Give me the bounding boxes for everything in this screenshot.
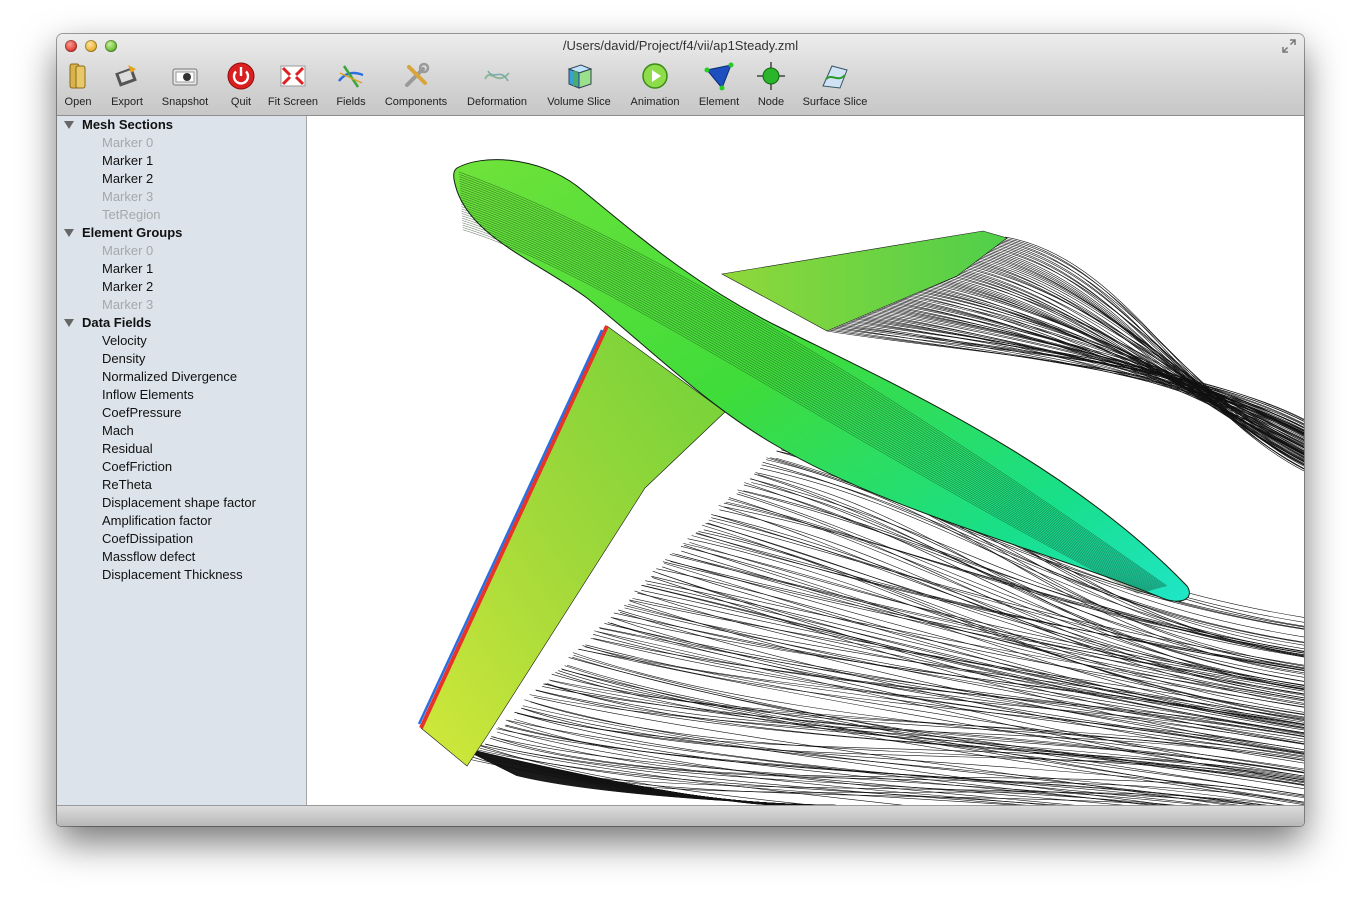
export-button[interactable]: Export: [105, 58, 149, 114]
data-field-item[interactable]: Amplification factor: [102, 513, 212, 528]
mesh-section-item[interactable]: Marker 3: [102, 189, 154, 204]
fields-icon: [338, 65, 364, 88]
volume-slice-label: Volume Slice: [547, 96, 611, 108]
disclosure-triangle-icon[interactable]: [64, 121, 74, 129]
fields-button[interactable]: Fields: [331, 58, 371, 114]
element-group-item[interactable]: Marker 3: [102, 297, 154, 312]
animation-label: Animation: [630, 96, 680, 108]
volume-slice-button[interactable]: Volume Slice: [544, 58, 614, 114]
quit-label: Quit: [230, 96, 252, 108]
fit-screen-label: Fit Screen: [267, 96, 319, 108]
element-label: Element: [698, 96, 740, 108]
data-field-item[interactable]: Mach: [102, 423, 134, 438]
data-field-item[interactable]: Displacement shape factor: [102, 495, 256, 510]
snapshot-icon: [172, 68, 198, 86]
data-field-item[interactable]: ReTheta: [102, 477, 152, 492]
fullscreen-icon[interactable]: [1282, 39, 1296, 53]
open-icon: [69, 63, 86, 89]
deformation-label: Deformation: [467, 96, 527, 108]
deformation-icon: [484, 70, 510, 82]
mesh-section-item[interactable]: Marker 1: [102, 153, 154, 168]
data-field-item[interactable]: CoefDissipation: [102, 531, 194, 546]
disclosure-triangle-icon[interactable]: [64, 319, 74, 327]
deformation-button[interactable]: Deformation: [462, 58, 532, 114]
right-wing: [721, 230, 1008, 332]
snapshot-label: Snapshot: [161, 96, 209, 108]
title-bar: /Users/david/Project/f4/vii/ap1Steady.zm…: [57, 34, 1304, 116]
fuselage-streamlines: [458, 171, 1168, 594]
fit-screen-button[interactable]: Fit Screen: [266, 58, 320, 114]
quit-button[interactable]: Quit: [221, 58, 261, 114]
window-title: /Users/david/Project/f4/vii/ap1Steady.zm…: [562, 38, 799, 53]
element-group-item[interactable]: Marker 2: [102, 279, 154, 294]
element-group-item[interactable]: Marker 1: [102, 261, 154, 276]
node-icon: [757, 62, 785, 90]
fit-screen-icon: [280, 65, 306, 87]
data-field-item[interactable]: Density: [102, 351, 146, 366]
left-wing-leading-edge-blue: [417, 329, 604, 725]
open-button[interactable]: Open: [60, 58, 96, 114]
aircraft-streamline-render[interactable]: [307, 116, 1304, 805]
data-field-item[interactable]: Residual: [102, 441, 153, 456]
data-field-item[interactable]: Velocity: [102, 333, 147, 348]
quit-icon: [227, 62, 255, 90]
disclosure-triangle-icon[interactable]: [64, 229, 74, 237]
data-field-item[interactable]: Massflow defect: [102, 549, 196, 564]
left-wing-leading-edge: [419, 325, 609, 729]
close-window-button[interactable]: [65, 40, 77, 52]
volume-slice-icon: [567, 64, 593, 89]
snapshot-button[interactable]: Snapshot: [159, 58, 211, 114]
components-label: Components: [384, 96, 448, 108]
components-icon: [405, 62, 430, 87]
export-label: Export: [111, 96, 143, 108]
data-fields-header[interactable]: Data Fields: [57, 314, 306, 332]
surface-slice-label: Surface Slice: [802, 96, 868, 108]
components-button[interactable]: Components: [381, 58, 451, 114]
element-group-item[interactable]: Marker 0: [102, 243, 154, 258]
fields-label: Fields: [336, 96, 366, 108]
element-button[interactable]: Element: [695, 58, 743, 114]
data-field-item[interactable]: CoefFriction: [102, 459, 173, 474]
wake-streamlines: [456, 236, 1304, 805]
node-button[interactable]: Node: [749, 58, 793, 114]
data-field-item[interactable]: Normalized Divergence: [102, 369, 238, 384]
app-window: /Users/david/Project/f4/vii/ap1Steady.zm…: [57, 34, 1304, 826]
zoom-window-button[interactable]: [105, 40, 117, 52]
node-label: Node: [757, 96, 785, 108]
minimize-window-button[interactable]: [85, 40, 97, 52]
export-icon: [115, 65, 137, 87]
mesh-section-item[interactable]: Marker 0: [102, 135, 154, 150]
sidebar-tree: Mesh Sections Marker 0 Marker 1 Marker 2…: [57, 116, 307, 805]
open-label: Open: [64, 96, 92, 108]
animation-button[interactable]: Animation: [625, 58, 685, 114]
mesh-section-item[interactable]: Marker 2: [102, 171, 154, 186]
element-icon: [704, 62, 734, 91]
element-groups-header[interactable]: Element Groups: [57, 224, 306, 242]
surface-slice-icon: [822, 65, 848, 89]
animation-icon: [642, 63, 668, 89]
data-field-item[interactable]: Displacement Thickness: [102, 567, 243, 582]
data-field-item[interactable]: CoefPressure: [102, 405, 182, 420]
data-field-item[interactable]: Inflow Elements: [102, 387, 194, 402]
status-bar: [57, 805, 1304, 826]
mesh-sections-header[interactable]: Mesh Sections: [57, 116, 306, 134]
3d-viewport[interactable]: [307, 116, 1304, 805]
mesh-section-item[interactable]: TetRegion: [102, 207, 161, 222]
surface-slice-button[interactable]: Surface Slice: [799, 58, 871, 114]
